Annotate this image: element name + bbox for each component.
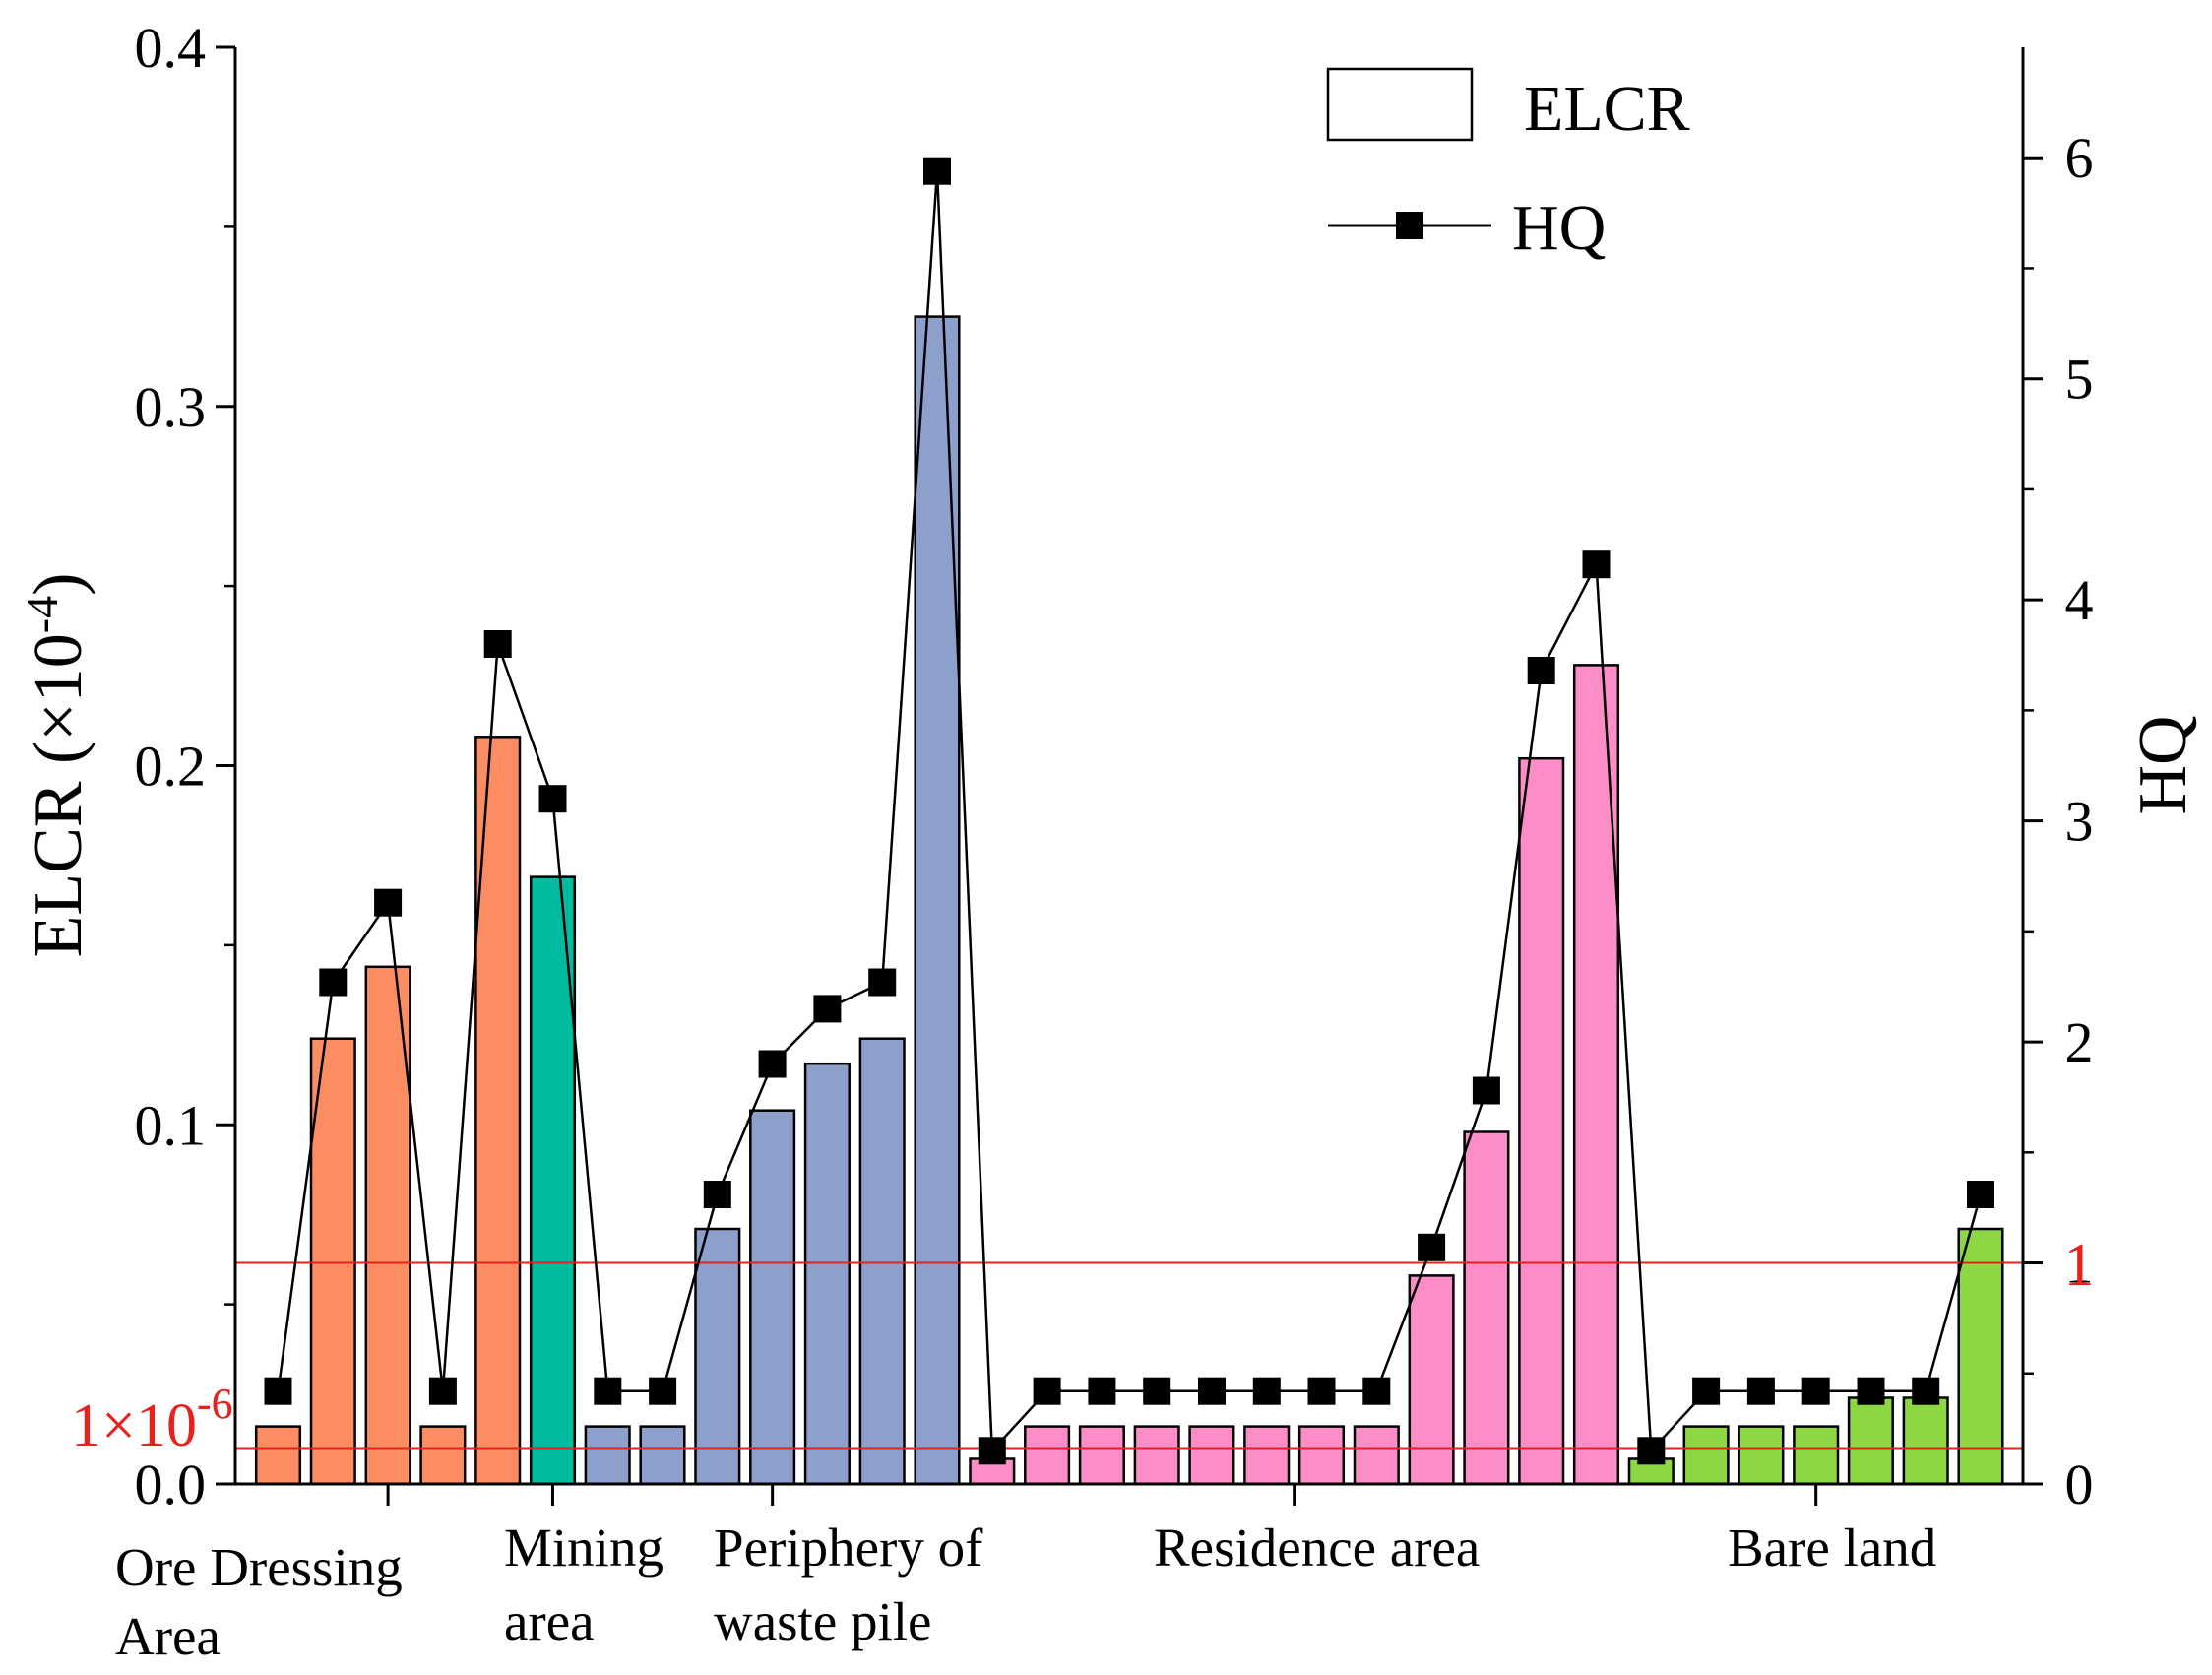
elcr-threshold-label: 1×10-6 xyxy=(71,1380,233,1459)
elcr-bar xyxy=(584,1425,631,1486)
hq-marker xyxy=(703,1181,731,1208)
legend-hq-label: HQ xyxy=(1512,192,1606,264)
elcr-bar xyxy=(1682,1425,1730,1486)
hq-marker xyxy=(978,1437,1006,1465)
category-labels: Ore Dressing Area Mining area Periphery of wa… xyxy=(115,1484,1936,1666)
hq-marker xyxy=(1582,550,1611,579)
hq-marker xyxy=(1143,1377,1171,1405)
legend-elcr-label: ELCR xyxy=(1524,73,1690,145)
hq-marker xyxy=(1307,1377,1336,1405)
elcr-bar xyxy=(1793,1425,1840,1486)
hq-marker xyxy=(1637,1437,1666,1465)
left-axis-title: ELCR (×10-4) xyxy=(17,573,96,958)
hq-marker xyxy=(538,785,567,813)
left-tick-label: 0.4 xyxy=(135,16,207,80)
left-ticks: 0.0 0.1 0.2 0.3 0.4 xyxy=(135,16,235,1516)
elcr-bar xyxy=(1353,1425,1400,1486)
hq-marker xyxy=(1362,1377,1391,1405)
legend-elcr-swatch xyxy=(1326,67,1474,142)
hq-marker xyxy=(319,968,348,997)
hq-threshold-label: 1 xyxy=(2064,1232,2095,1299)
left-axis-title-exponent: -4 xyxy=(17,596,67,633)
right-tick-label: 2 xyxy=(2065,1010,2094,1074)
elcr-bar xyxy=(803,1062,851,1486)
hq-marker xyxy=(1198,1377,1226,1405)
left-tick-label: 0.0 xyxy=(135,1452,207,1516)
category-label: Residence area xyxy=(1154,1517,1480,1578)
elcr-bar xyxy=(1463,1130,1510,1486)
legend: ELCR HQ xyxy=(1326,67,1690,264)
hq-marker xyxy=(1967,1181,1994,1208)
elcr-bar xyxy=(914,315,961,1486)
hq-marker xyxy=(1746,1377,1775,1405)
hq-marker xyxy=(1692,1377,1721,1405)
hq-marker xyxy=(483,630,512,658)
hq-marker xyxy=(1033,1377,1061,1405)
hq-marker xyxy=(374,888,403,917)
elcr-bar xyxy=(1133,1425,1180,1486)
right-ticks: 0 1 2 3 4 5 6 xyxy=(2023,126,2094,1516)
hq-marker xyxy=(868,968,897,997)
elcr-bar xyxy=(1188,1425,1235,1486)
elcr-bar xyxy=(529,875,577,1486)
hq-marker xyxy=(1912,1377,1940,1405)
elcr-bar xyxy=(1518,756,1565,1486)
category-label: Periphery of waste pile xyxy=(714,1517,983,1651)
elcr-bar xyxy=(1024,1425,1071,1486)
hq-marker xyxy=(428,1377,457,1405)
elcr-bar xyxy=(1297,1425,1346,1486)
hq-marker xyxy=(594,1377,622,1405)
category-label: Bare land xyxy=(1728,1517,1936,1578)
hq-marker xyxy=(1418,1233,1446,1261)
elcr-bar xyxy=(1243,1425,1291,1486)
right-tick-label: 4 xyxy=(2065,568,2094,632)
hq-marker xyxy=(1472,1076,1500,1105)
right-tick-label: 0 xyxy=(2065,1452,2094,1516)
bars xyxy=(254,315,2004,1486)
hq-marker xyxy=(1857,1377,1885,1405)
legend-hq-marker xyxy=(1396,212,1423,239)
elcr-bar xyxy=(419,1425,467,1486)
right-tick-label: 6 xyxy=(2065,126,2094,190)
hq-marker xyxy=(923,157,951,185)
hq-marker xyxy=(1801,1377,1830,1405)
elcr-bar xyxy=(309,1037,356,1486)
right-tick-label: 3 xyxy=(2065,790,2094,854)
elcr-bar xyxy=(1738,1425,1785,1486)
hq-marker xyxy=(264,1377,292,1405)
elcr-bar xyxy=(1408,1274,1455,1486)
elcr-bar xyxy=(858,1037,906,1486)
elcr-bar xyxy=(254,1425,302,1486)
elcr-bar xyxy=(1078,1425,1125,1486)
hq-marker xyxy=(1527,657,1555,684)
hq-series xyxy=(264,157,1994,1465)
hq-marker xyxy=(813,995,842,1023)
elcr-bar xyxy=(694,1227,741,1486)
elcr-bar xyxy=(639,1425,686,1486)
elcr-bar xyxy=(1572,664,1620,1486)
right-tick-label: 1 xyxy=(2065,1232,2094,1296)
reference-lines xyxy=(235,1261,2023,1450)
elcr-bar xyxy=(1847,1396,1894,1486)
elcr-bar xyxy=(749,1109,796,1486)
elcr-threshold-exponent: -6 xyxy=(197,1380,233,1428)
category-label: Mining area xyxy=(504,1517,664,1651)
elcr-bar xyxy=(1957,1227,2004,1486)
left-tick-label: 0.3 xyxy=(135,375,207,439)
right-axis-title: HQ xyxy=(2125,715,2201,814)
right-tick-label: 5 xyxy=(2065,348,2094,412)
hq-marker xyxy=(1252,1377,1281,1405)
elcr-bar xyxy=(364,965,411,1486)
category-label: Ore Dressing Area xyxy=(115,1537,403,1666)
elcr-bar xyxy=(1902,1396,1949,1486)
hq-marker xyxy=(649,1377,677,1405)
hq-marker xyxy=(1088,1377,1116,1405)
hq-marker xyxy=(758,1050,787,1078)
left-tick-label: 0.2 xyxy=(135,735,207,799)
left-tick-label: 0.1 xyxy=(135,1093,207,1157)
